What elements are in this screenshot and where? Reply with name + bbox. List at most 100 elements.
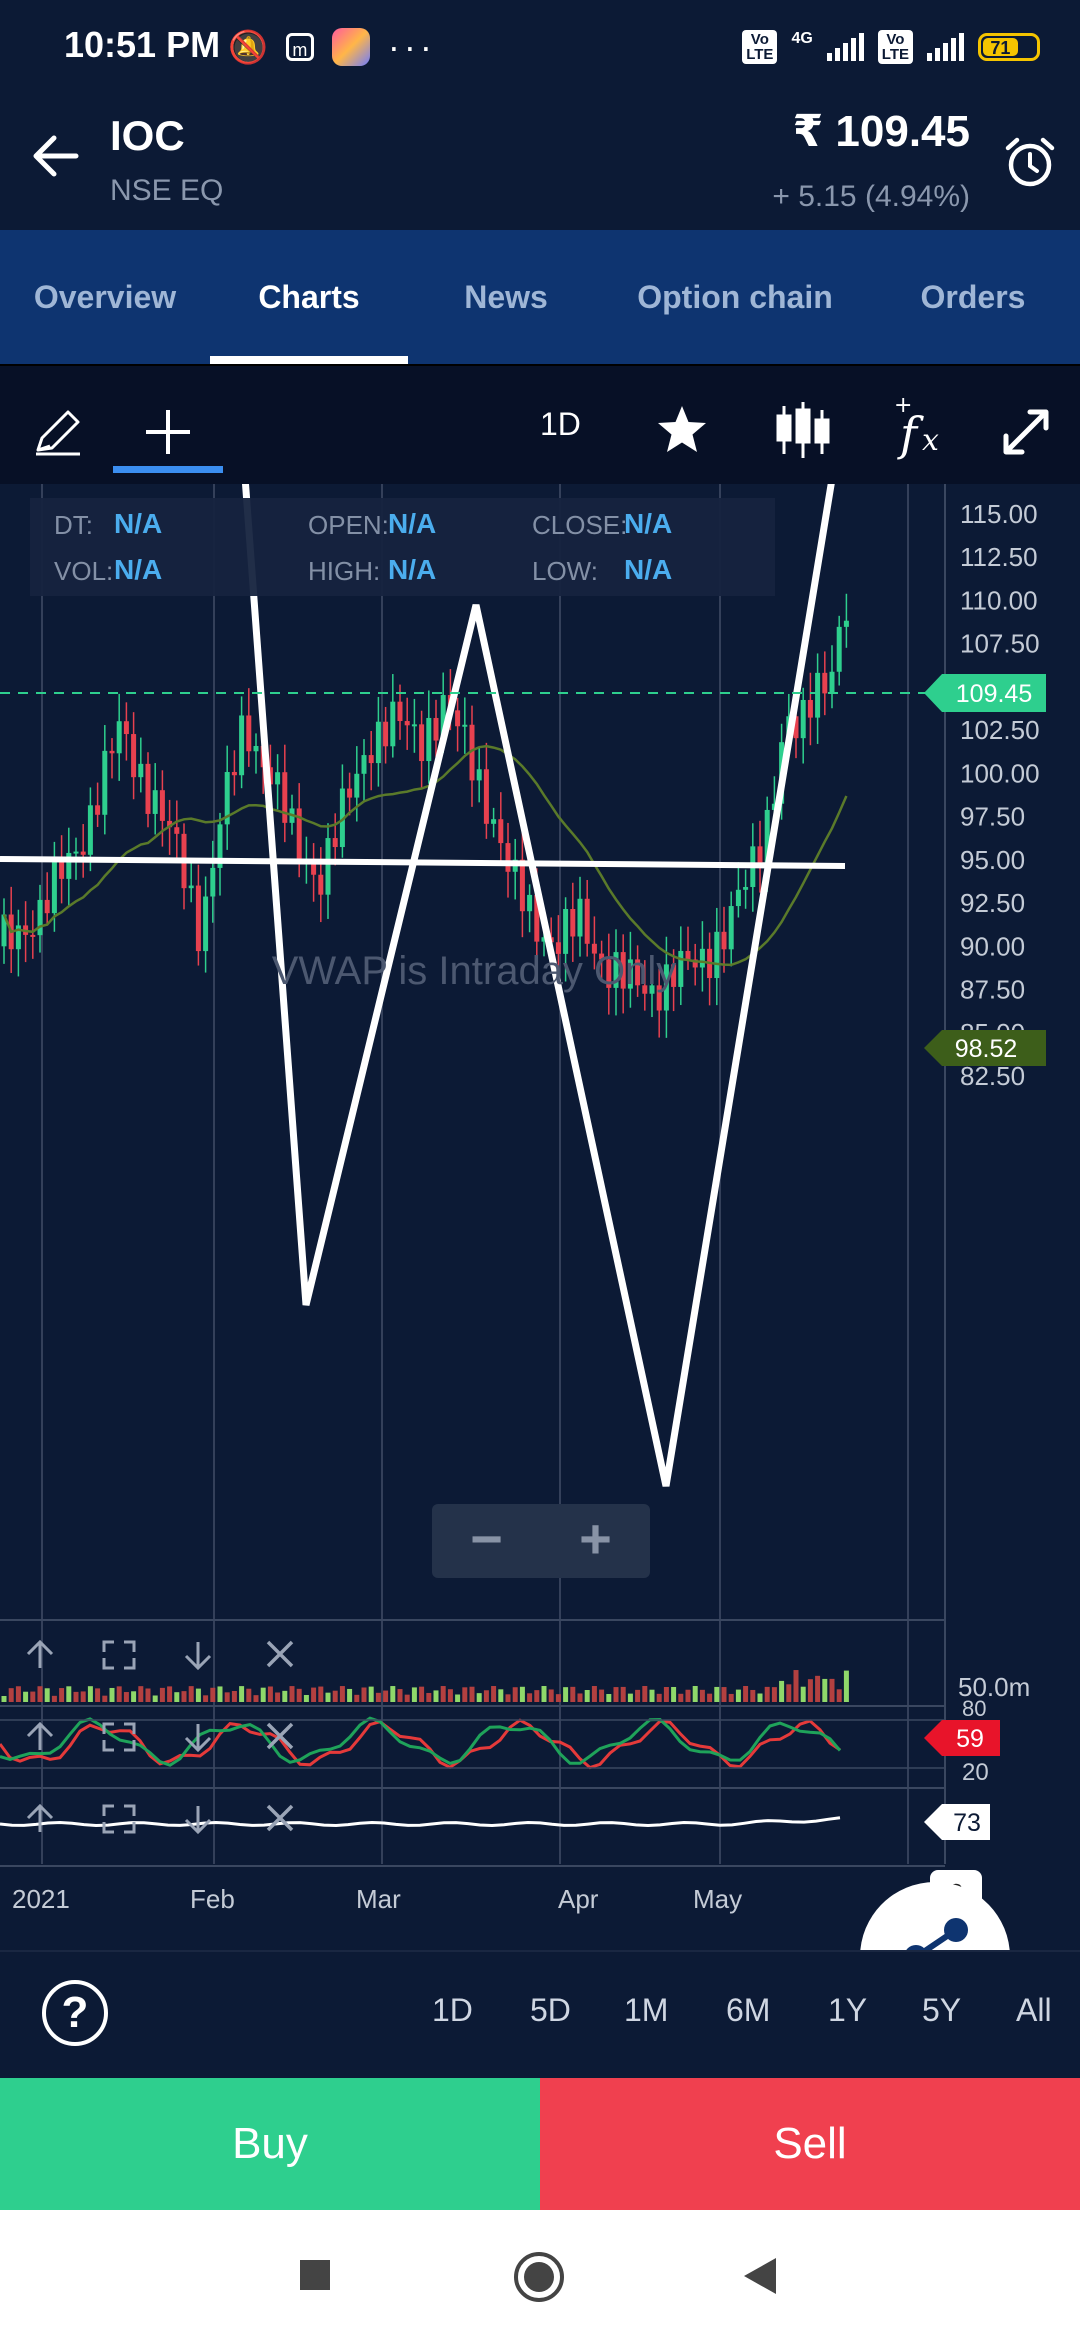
price-chart[interactable]: 115.00112.50110.00107.50105.00102.50100.… <box>0 484 1080 1950</box>
vol-label: VOL: <box>54 556 114 586</box>
range-bar: ? 1D 5D 1M 6M 1Y 5Y All <box>0 1950 1080 2080</box>
candle <box>685 950 691 960</box>
buy-button[interactable]: Buy <box>0 2078 540 2210</box>
candle <box>397 701 403 722</box>
network-type: 4G <box>791 30 813 47</box>
candle <box>656 985 662 1011</box>
candle <box>498 819 504 844</box>
candle <box>519 859 525 912</box>
volume-bar <box>843 1670 849 1702</box>
help-icon[interactable]: ? <box>42 1980 108 2046</box>
volume-bar <box>296 1688 302 1702</box>
tab-overview[interactable]: Overview <box>33 279 177 315</box>
volume-bar <box>498 1689 504 1702</box>
volume-bar <box>570 1686 576 1702</box>
candlestick-icon[interactable] <box>774 400 832 460</box>
volume-bar <box>138 1686 144 1702</box>
function-icon[interactable]: + f x <box>890 396 950 460</box>
date-tick: Apr <box>558 1884 599 1914</box>
candle <box>462 724 468 727</box>
candle <box>109 750 115 754</box>
volume-bar <box>152 1695 158 1702</box>
volume-bar <box>743 1686 749 1702</box>
move-down-icon <box>184 1724 212 1753</box>
candle <box>721 931 727 950</box>
battery-icon: 71 <box>978 33 1040 61</box>
candle <box>426 717 432 762</box>
svg-text:x: x <box>922 423 939 458</box>
chart-area[interactable]: 115.00112.50110.00107.50105.00102.50100.… <box>0 484 1080 1950</box>
candle <box>491 819 497 824</box>
price-tick: 115.00 <box>960 499 1038 529</box>
range-1d[interactable]: 1D <box>432 1992 473 2028</box>
tab-option-chain[interactable]: Option chain <box>637 279 833 315</box>
candle <box>455 710 461 727</box>
back-nav-icon[interactable] <box>742 2256 778 2296</box>
candle <box>210 867 216 897</box>
alarm-icon[interactable] <box>1002 134 1058 190</box>
open-label: OPEN: <box>308 510 389 540</box>
range-1m[interactable]: 1M <box>624 1992 669 2028</box>
interval-selector[interactable]: 1D <box>540 406 581 442</box>
candle <box>311 860 317 875</box>
range-5y[interactable]: 5Y <box>922 1992 962 2028</box>
vol-value: N/A <box>114 554 163 585</box>
candle <box>728 906 734 950</box>
recents-icon[interactable] <box>298 2258 332 2292</box>
crosshair-icon[interactable] <box>142 406 194 458</box>
expand-icon[interactable] <box>998 404 1054 460</box>
open-value: N/A <box>388 508 437 539</box>
candle <box>483 769 489 824</box>
tab-charts[interactable]: Charts <box>258 279 360 315</box>
candle <box>383 721 389 747</box>
rsi-line-red <box>0 1718 841 1770</box>
system-nav-bar <box>0 2210 1080 2340</box>
pane-control-row <box>26 1639 294 1671</box>
candle <box>469 724 475 781</box>
star-icon[interactable] <box>654 402 710 458</box>
volume-bar <box>174 1692 180 1702</box>
range-1y[interactable]: 1Y <box>828 1992 868 2028</box>
volume-bar <box>217 1686 223 1702</box>
candle <box>692 959 698 968</box>
status-bar: 10:51 PM 🔕 m ··· Vo LTE 4G Vo LTE 71 <box>0 0 1080 82</box>
candle <box>807 699 813 718</box>
volume-bar <box>750 1689 756 1702</box>
last-price-tag: 109.45 <box>924 674 1046 712</box>
volume-bar <box>15 1686 21 1702</box>
candle <box>37 899 43 936</box>
volume-bar <box>145 1688 151 1702</box>
volume-bar <box>577 1693 583 1702</box>
price-tick: 107.50 <box>960 629 1040 659</box>
status-time: 10:51 PM <box>64 24 221 65</box>
pane-controls <box>26 1639 294 1835</box>
candle <box>678 950 684 987</box>
back-arrow-icon[interactable] <box>30 130 82 182</box>
candle <box>699 948 705 968</box>
pencil-icon[interactable] <box>32 406 84 458</box>
candle <box>296 808 302 861</box>
candle <box>73 851 79 854</box>
volume-bar <box>419 1686 425 1702</box>
candle <box>764 809 770 866</box>
sell-button[interactable]: Sell <box>540 2078 1080 2210</box>
candle <box>836 626 842 672</box>
range-all[interactable]: All <box>1016 1992 1052 2028</box>
volume-bar <box>469 1686 475 1702</box>
range-6m[interactable]: 6M <box>726 1992 771 2028</box>
volume-bar <box>318 1686 324 1702</box>
candle <box>282 772 288 823</box>
home-icon[interactable] <box>512 2250 566 2304</box>
tab-news[interactable]: News <box>464 279 548 315</box>
volume-bar <box>599 1689 605 1702</box>
price-tick: 97.50 <box>960 802 1025 832</box>
candle <box>44 899 50 914</box>
volume-bar <box>231 1690 237 1702</box>
volume-bar <box>512 1687 518 1702</box>
zoom-in-button[interactable]: + <box>579 1507 612 1570</box>
zoom-out-button[interactable]: − <box>470 1507 503 1570</box>
tab-orders[interactable]: Orders <box>920 279 1026 315</box>
candle <box>843 620 849 627</box>
range-5d[interactable]: 5D <box>530 1992 571 2028</box>
date-axis: 2021 Feb Mar Apr May <box>12 1884 742 1914</box>
